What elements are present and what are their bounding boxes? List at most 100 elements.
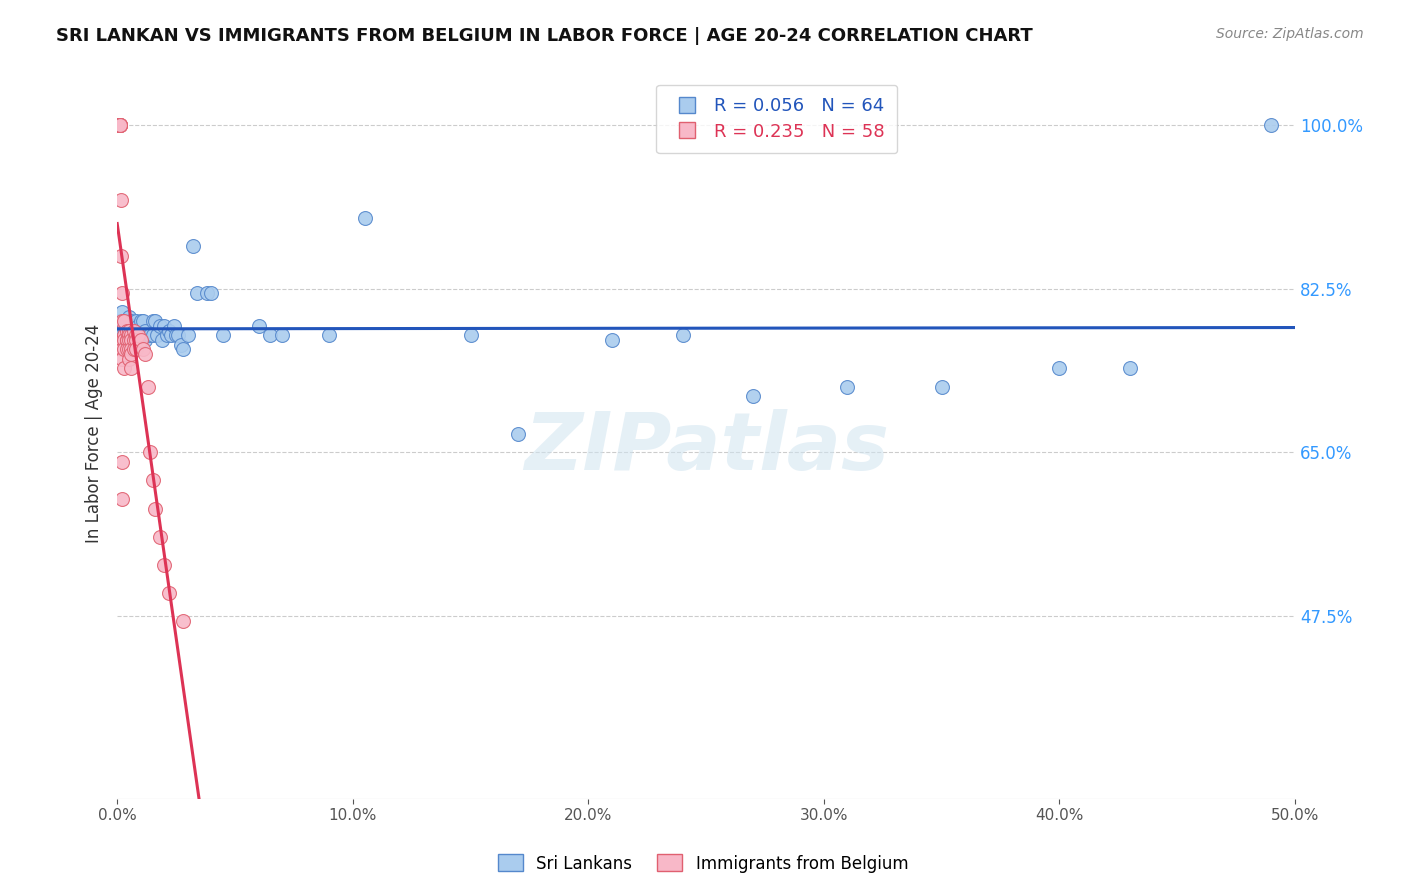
Point bbox=[122, 318, 145, 333]
Point bbox=[141, 474, 163, 488]
Point bbox=[506, 426, 529, 441]
Point bbox=[143, 501, 166, 516]
Point bbox=[200, 286, 222, 301]
Point bbox=[111, 343, 134, 357]
Point bbox=[107, 118, 129, 132]
Point bbox=[108, 118, 131, 132]
Point bbox=[108, 324, 131, 338]
Point bbox=[108, 118, 131, 132]
Point bbox=[120, 314, 142, 328]
Point bbox=[1260, 118, 1282, 132]
Point bbox=[111, 305, 134, 319]
Point bbox=[111, 333, 134, 347]
Point bbox=[111, 314, 134, 328]
Text: SRI LANKAN VS IMMIGRANTS FROM BELGIUM IN LABOR FORCE | AGE 20-24 CORRELATION CHA: SRI LANKAN VS IMMIGRANTS FROM BELGIUM IN… bbox=[56, 27, 1033, 45]
Point bbox=[107, 118, 129, 132]
Point bbox=[1119, 361, 1142, 376]
Point bbox=[129, 333, 152, 347]
Point bbox=[118, 324, 141, 338]
Point bbox=[112, 333, 135, 347]
Point bbox=[125, 333, 148, 347]
Point bbox=[118, 351, 141, 366]
Point bbox=[107, 118, 129, 132]
Point bbox=[120, 328, 142, 343]
Point bbox=[122, 324, 145, 338]
Point bbox=[107, 118, 129, 132]
Point bbox=[600, 333, 623, 347]
Point bbox=[132, 343, 155, 357]
Point bbox=[143, 314, 166, 328]
Point bbox=[931, 380, 953, 394]
Point bbox=[134, 347, 156, 361]
Point bbox=[120, 343, 142, 357]
Point bbox=[112, 328, 135, 343]
Point bbox=[149, 318, 172, 333]
Point bbox=[115, 333, 138, 347]
Point bbox=[118, 343, 141, 357]
Legend: Sri Lankans, Immigrants from Belgium: Sri Lankans, Immigrants from Belgium bbox=[491, 847, 915, 880]
Point bbox=[111, 286, 134, 301]
Point bbox=[132, 314, 155, 328]
Point bbox=[120, 333, 142, 347]
Point bbox=[136, 328, 159, 343]
Point bbox=[111, 351, 134, 366]
Point bbox=[115, 314, 138, 328]
Point bbox=[127, 328, 149, 343]
Point bbox=[139, 445, 162, 459]
Point bbox=[118, 328, 141, 343]
Point bbox=[460, 328, 482, 343]
Point bbox=[118, 328, 141, 343]
Point bbox=[127, 328, 149, 343]
Point bbox=[160, 328, 183, 343]
Point bbox=[134, 333, 156, 347]
Point bbox=[129, 314, 152, 328]
Point bbox=[125, 324, 148, 338]
Point bbox=[195, 286, 218, 301]
Point bbox=[118, 333, 141, 347]
Point bbox=[1049, 361, 1071, 376]
Point bbox=[111, 492, 134, 507]
Point bbox=[125, 314, 148, 328]
Point bbox=[108, 118, 131, 132]
Point bbox=[118, 310, 141, 324]
Legend: R = 0.056   N = 64, R = 0.235   N = 58: R = 0.056 N = 64, R = 0.235 N = 58 bbox=[657, 85, 897, 153]
Point bbox=[118, 318, 141, 333]
Point bbox=[165, 328, 187, 343]
Point bbox=[139, 328, 162, 343]
Point bbox=[107, 118, 129, 132]
Point bbox=[127, 318, 149, 333]
Point bbox=[172, 614, 194, 628]
Point bbox=[120, 361, 142, 376]
Point bbox=[115, 333, 138, 347]
Point bbox=[110, 193, 132, 207]
Point bbox=[112, 361, 135, 376]
Point bbox=[115, 324, 138, 338]
Point bbox=[115, 343, 138, 357]
Y-axis label: In Labor Force | Age 20-24: In Labor Force | Age 20-24 bbox=[86, 324, 103, 543]
Point bbox=[146, 328, 169, 343]
Point bbox=[112, 343, 135, 357]
Point bbox=[112, 328, 135, 343]
Point bbox=[156, 328, 179, 343]
Point bbox=[107, 118, 129, 132]
Point bbox=[259, 328, 281, 343]
Point bbox=[132, 328, 155, 343]
Point bbox=[167, 328, 190, 343]
Point bbox=[136, 380, 159, 394]
Point bbox=[149, 530, 172, 544]
Point bbox=[212, 328, 235, 343]
Point bbox=[247, 318, 270, 333]
Point bbox=[837, 380, 859, 394]
Point bbox=[172, 343, 194, 357]
Point bbox=[157, 324, 180, 338]
Text: Source: ZipAtlas.com: Source: ZipAtlas.com bbox=[1216, 27, 1364, 41]
Point bbox=[163, 318, 186, 333]
Point bbox=[111, 328, 134, 343]
Point bbox=[671, 328, 693, 343]
Point bbox=[129, 328, 152, 343]
Point bbox=[108, 118, 131, 132]
Point bbox=[120, 328, 142, 343]
Point bbox=[110, 249, 132, 263]
Point bbox=[141, 328, 163, 343]
Point bbox=[141, 314, 163, 328]
